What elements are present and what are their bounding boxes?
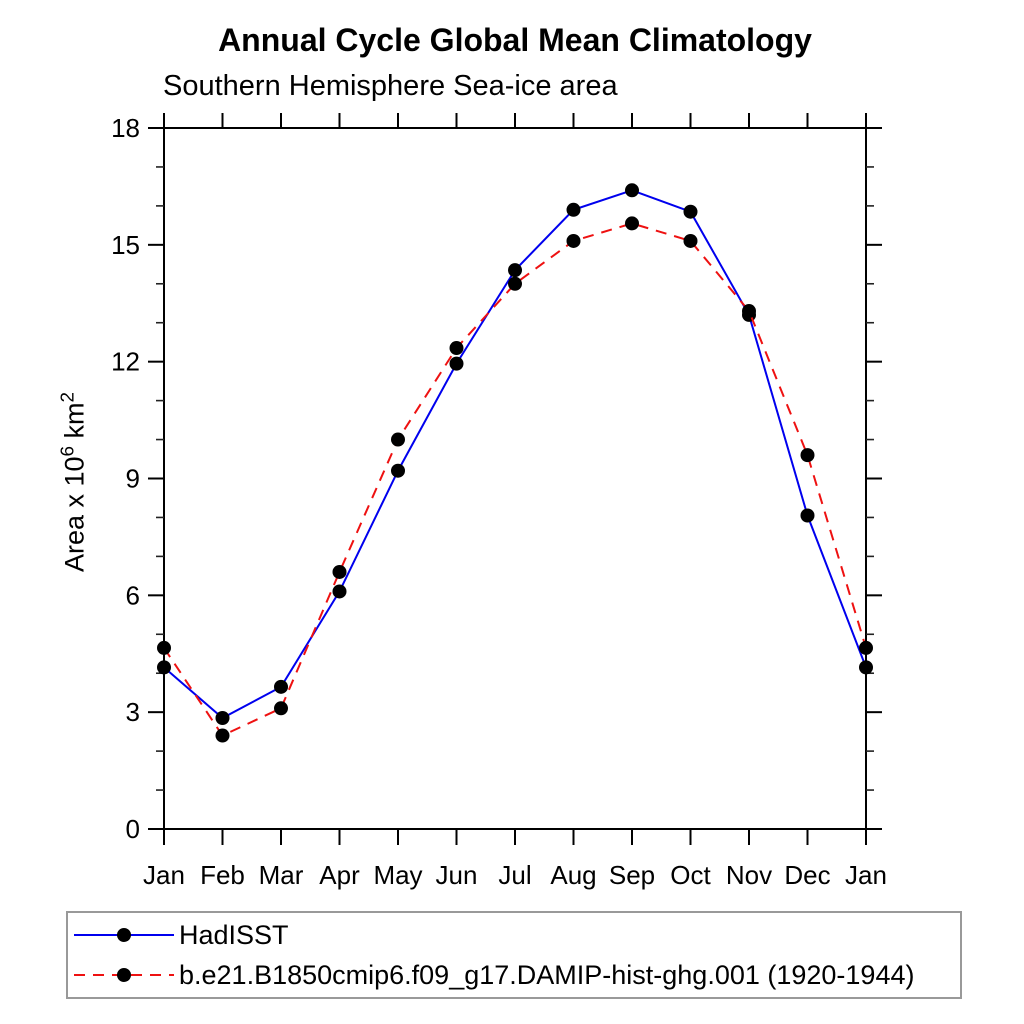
chart-subtitle: Southern Hemisphere Sea-ice area: [163, 70, 618, 102]
data-point-marker: [274, 701, 288, 716]
series-line-1: [163, 222, 867, 737]
x-tick-label: Dec: [784, 860, 830, 890]
legend-item-model: b.e21.B1850cmip6.f09_g17.DAMIP-hist-ghg.…: [68, 955, 960, 995]
y-tick-label: 9: [126, 464, 140, 494]
x-tick-label: Nov: [726, 860, 772, 890]
chart-title: Annual Cycle Global Mean Climatology: [218, 22, 812, 58]
legend-label-model: b.e21.B1850cmip6.f09_g17.DAMIP-hist-ghg.…: [179, 959, 915, 990]
y-tick-label: 0: [126, 814, 140, 844]
legend-item-hadisst: HadISST: [68, 915, 960, 955]
x-tick-label: Jan: [143, 860, 185, 890]
plot-frame: [163, 127, 867, 830]
data-point-marker: [800, 448, 815, 463]
y-tick-label: 3: [126, 697, 140, 727]
data-point-marker: [859, 660, 873, 675]
legend-marker: [117, 968, 131, 982]
data-point-marker: [566, 233, 581, 248]
data-point-marker: [157, 660, 171, 675]
data-point-marker: [625, 183, 639, 198]
x-tick-label: Aug: [550, 860, 596, 890]
data-point-marker: [508, 263, 522, 278]
data-point-marker: [800, 508, 815, 523]
data-point-marker: [391, 463, 405, 478]
legend-swatch-solid-line: [74, 928, 174, 942]
data-point-marker: [449, 341, 464, 356]
x-tick-label: Jun: [436, 860, 478, 890]
y-tick-label: 15: [111, 230, 140, 260]
x-tick-label: Jul: [498, 860, 531, 890]
data-point-marker: [215, 728, 230, 743]
x-tick-label: Oct: [670, 860, 711, 890]
data-point-marker: [683, 204, 698, 219]
data-point-marker: [332, 564, 347, 579]
x-tick-label: Mar: [259, 860, 304, 890]
data-point-marker: [332, 584, 347, 599]
data-point-marker: [742, 304, 756, 319]
data-point-marker: [683, 233, 698, 248]
data-point-marker: [157, 640, 171, 655]
data-point-marker: [625, 216, 639, 231]
data-point-marker: [508, 276, 522, 291]
data-point-marker: [391, 432, 405, 447]
x-tick-label: Sep: [609, 860, 655, 890]
data-point-marker: [215, 711, 230, 726]
y-tick-label: 6: [126, 580, 140, 610]
x-tick-label: Jan: [845, 860, 887, 890]
legend-marker: [117, 928, 131, 942]
data-point-marker: [274, 679, 288, 694]
legend-label-hadisst: HadISST: [179, 919, 289, 950]
legend-swatch-dashed-line: [74, 968, 174, 982]
x-tick-label: Apr: [319, 860, 360, 890]
y-tick-label: 12: [111, 347, 140, 377]
data-point-marker: [859, 640, 873, 655]
x-tick-label: May: [373, 860, 422, 890]
x-tick-label: Feb: [200, 860, 245, 890]
y-tick-label: 18: [111, 113, 140, 143]
data-point-marker: [449, 356, 464, 371]
legend: HadISST b.e21.B1850cmip6.f09_g17.DAMIP-h…: [66, 911, 962, 999]
data-point-marker: [566, 202, 581, 217]
